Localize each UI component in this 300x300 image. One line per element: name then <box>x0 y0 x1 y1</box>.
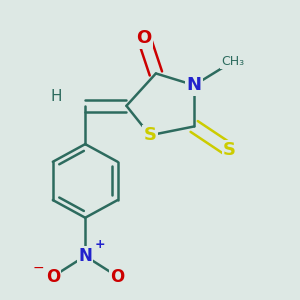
Text: N: N <box>187 76 202 94</box>
Text: +: + <box>94 238 105 251</box>
Text: O: O <box>110 268 125 286</box>
Text: N: N <box>78 247 92 265</box>
Text: S: S <box>143 126 157 144</box>
Text: O: O <box>136 29 152 47</box>
Text: −: − <box>32 261 44 275</box>
Text: S: S <box>223 141 236 159</box>
Text: H: H <box>50 89 61 104</box>
Text: O: O <box>46 268 60 286</box>
Text: CH₃: CH₃ <box>221 55 244 68</box>
